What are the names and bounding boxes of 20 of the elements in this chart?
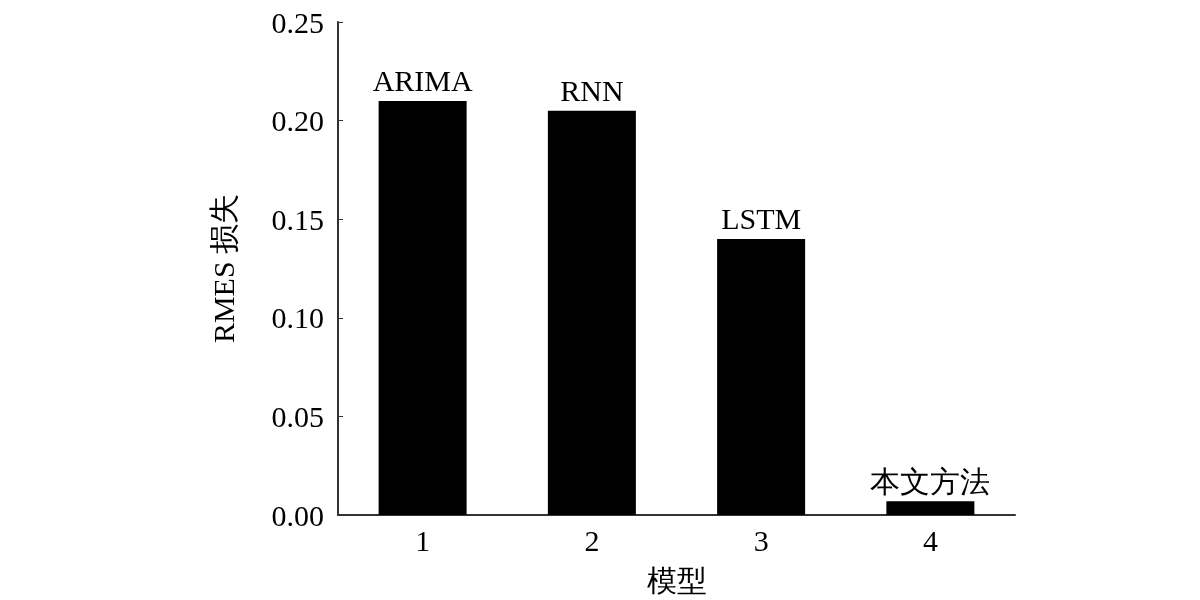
y-axis-title: RMES 损失 — [206, 193, 240, 344]
x-axis-title: 模型 — [646, 563, 707, 597]
bar — [378, 100, 467, 515]
x-tick-label: 3 — [753, 523, 769, 557]
annotation: LSTM — [721, 202, 802, 236]
y-tick-label: 0.15 — [271, 202, 324, 236]
y-tick-label: 0.05 — [271, 399, 324, 433]
annotation: RNN — [560, 74, 624, 108]
y-tick-label: 0.10 — [271, 301, 324, 335]
bar — [717, 238, 806, 515]
annotation: ARIMA — [372, 64, 473, 98]
y-tick-label: 0.25 — [271, 5, 324, 39]
y-tick-label: 0.00 — [271, 498, 324, 532]
x-tick-label: 2 — [584, 523, 600, 557]
annotation: 本文方法 — [870, 464, 991, 498]
y-tick-label: 0.20 — [271, 104, 324, 138]
x-tick-label: 4 — [922, 523, 938, 557]
bar — [547, 110, 636, 515]
bar — [886, 501, 975, 515]
x-tick-label: 1 — [415, 523, 431, 557]
